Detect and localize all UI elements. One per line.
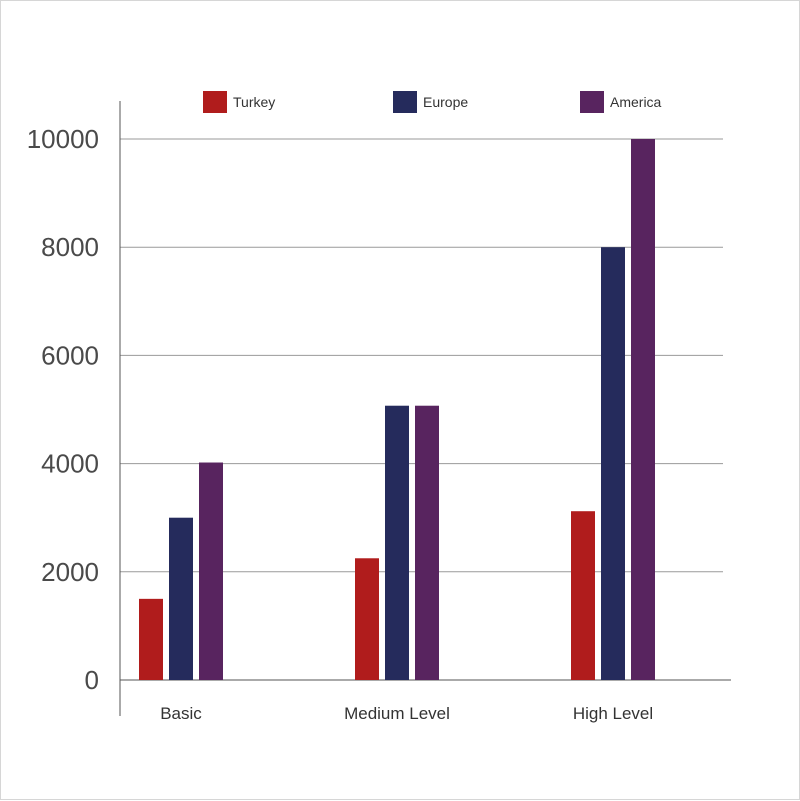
bar-america-2 <box>631 139 655 680</box>
bar-europe-1 <box>385 405 409 680</box>
legend-label-europe: Europe <box>423 94 468 110</box>
bar-turkey-0 <box>139 598 163 680</box>
y-tick-label: 0 <box>85 665 99 695</box>
legend-label-turkey: Turkey <box>233 94 275 110</box>
y-tick-label: 8000 <box>41 232 99 262</box>
bar-europe-2 <box>601 247 625 680</box>
legend-swatch-turkey <box>203 91 227 113</box>
bars <box>139 139 655 680</box>
legend-label-america: America <box>610 94 662 110</box>
y-tick-label: 6000 <box>41 340 99 370</box>
category-label: High Level <box>573 704 653 723</box>
category-label: Medium Level <box>344 704 450 723</box>
y-tick-label: 2000 <box>41 557 99 587</box>
y-tick-labels: 0 2000 4000 6000 8000 10000 <box>27 124 99 695</box>
legend: Turkey Europe America <box>203 91 662 113</box>
y-tick-label: 10000 <box>27 124 99 154</box>
category-label: Basic <box>160 704 202 723</box>
bar-america-1 <box>415 405 439 680</box>
bar-turkey-2 <box>571 511 595 680</box>
bar-america-0 <box>199 462 223 680</box>
bar-europe-0 <box>169 517 193 680</box>
bar-turkey-1 <box>355 558 379 680</box>
legend-swatch-america <box>580 91 604 113</box>
x-category-labels: Basic Medium Level High Level <box>160 704 653 723</box>
y-tick-label: 4000 <box>41 449 99 479</box>
legend-swatch-europe <box>393 91 417 113</box>
